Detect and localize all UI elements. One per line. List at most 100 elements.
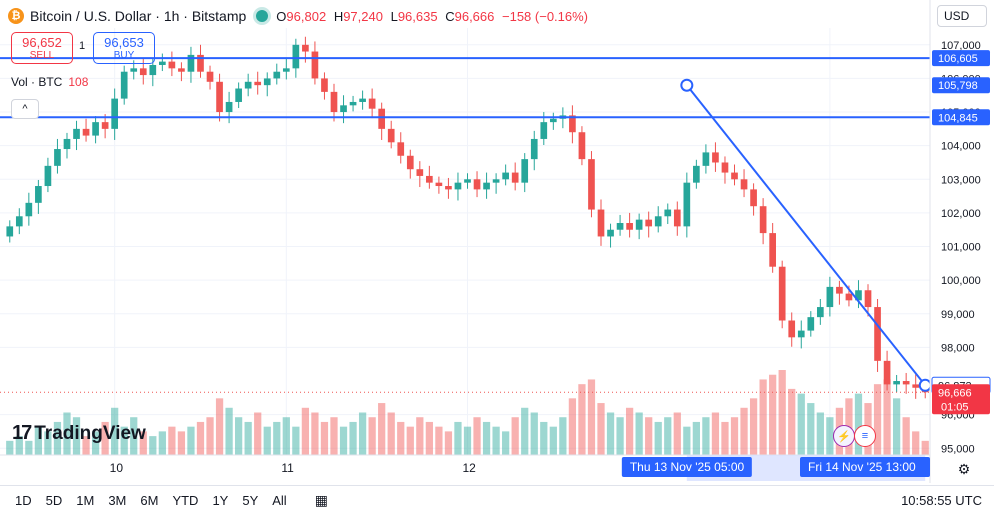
event-icon[interactable]: ⚡ bbox=[833, 425, 855, 447]
volume-bar bbox=[511, 417, 519, 455]
range-1d[interactable]: 1D bbox=[15, 493, 32, 508]
volume-bar bbox=[339, 426, 348, 455]
collapse-legend-button[interactable]: ^ bbox=[11, 99, 39, 119]
volume-bar bbox=[568, 398, 577, 455]
volume-bar bbox=[854, 393, 863, 455]
tradingview-mark-icon: 17 bbox=[12, 422, 32, 444]
change-value: −158 (−0.16%) bbox=[502, 8, 589, 24]
sell-button[interactable]: 96,652 SELL bbox=[11, 32, 73, 64]
candle-body bbox=[740, 179, 748, 190]
volume-bar bbox=[368, 417, 376, 455]
volume-bar bbox=[168, 426, 176, 455]
candle-body bbox=[816, 307, 824, 318]
volume-bar bbox=[711, 412, 720, 455]
range-1m[interactable]: 1M bbox=[76, 493, 95, 508]
market-open-icon bbox=[256, 10, 269, 22]
range-6m[interactable]: 6M bbox=[140, 493, 159, 508]
candle-body bbox=[149, 64, 157, 76]
bottom-toolbar: 1D 5D 1M 3M 6M YTD 1Y 5Y All ▦ 10:58:55 UTC bbox=[0, 485, 994, 515]
volume-bar bbox=[282, 417, 290, 455]
candle-body bbox=[273, 71, 281, 79]
volume-bar bbox=[912, 431, 920, 455]
range-5y[interactable]: 5Y bbox=[242, 493, 259, 508]
volume-legend: Vol · BTC 108 bbox=[11, 75, 88, 89]
candle-body bbox=[25, 202, 33, 217]
candle-body bbox=[321, 78, 328, 92]
trend-line bbox=[686, 84, 927, 386]
candle-body bbox=[912, 384, 920, 388]
price-marker-bg bbox=[932, 77, 990, 94]
candle-body bbox=[206, 71, 214, 82]
us-flag-icon[interactable]: ≡ bbox=[854, 425, 876, 447]
calendar-icon[interactable]: ▦ bbox=[314, 492, 328, 508]
candle-body bbox=[35, 186, 42, 203]
candle-body bbox=[597, 209, 605, 237]
candle-body bbox=[178, 68, 185, 72]
candle-body bbox=[511, 172, 519, 183]
price-marker-label: 96,666 bbox=[938, 387, 972, 399]
candle-body bbox=[492, 179, 500, 183]
range-5d[interactable]: 5D bbox=[45, 493, 63, 508]
candle-body bbox=[673, 209, 681, 227]
price-tick-label: 98,000 bbox=[941, 342, 975, 354]
candle-body bbox=[292, 44, 300, 69]
candle-body bbox=[216, 81, 223, 113]
volume-bar bbox=[749, 398, 758, 455]
range-1y[interactable]: 1Y bbox=[212, 493, 229, 508]
quantity-value[interactable]: 1 bbox=[79, 40, 86, 52]
volume-bar bbox=[387, 412, 395, 455]
ohlc-readout: O96,802 H97,240 L96,635 C96,666 −158 (−0… bbox=[276, 9, 588, 24]
volume-bar bbox=[330, 417, 338, 455]
range-3m[interactable]: 3M bbox=[108, 493, 127, 508]
volume-bar bbox=[654, 421, 662, 455]
candle-body bbox=[330, 91, 338, 113]
crosshair-time-label: Fri 14 Nov '25 13:00 bbox=[808, 460, 916, 474]
candle-body bbox=[826, 286, 834, 308]
candle-body bbox=[874, 307, 881, 361]
open-value: 96,802 bbox=[286, 8, 327, 24]
buy-button[interactable]: 96,653 BUY bbox=[93, 32, 155, 64]
volume-bar bbox=[34, 426, 42, 455]
candle-body bbox=[788, 320, 796, 338]
volume-bar bbox=[263, 426, 271, 455]
candle-body bbox=[120, 71, 128, 99]
tradingview-wordmark: TradingView bbox=[34, 422, 146, 444]
range-ytd[interactable]: YTD bbox=[172, 493, 199, 508]
candle-body bbox=[721, 162, 729, 173]
candle-body bbox=[416, 169, 424, 176]
candle-body bbox=[654, 216, 662, 227]
volume-bar bbox=[769, 374, 777, 455]
volume-bar bbox=[721, 421, 729, 455]
volume-bar bbox=[416, 417, 424, 455]
candle-body bbox=[349, 101, 357, 106]
symbol-title[interactable]: Bitcoin / U.S. Dollar · 1h · Bitstamp bbox=[30, 8, 247, 24]
candle-body bbox=[712, 152, 719, 163]
volume-bar bbox=[444, 431, 453, 455]
utc-clock[interactable]: 10:58:55 UTC bbox=[901, 493, 982, 508]
candle-body bbox=[282, 68, 290, 72]
candle-body bbox=[101, 122, 109, 129]
candle-body bbox=[578, 132, 586, 160]
candle-body bbox=[759, 206, 767, 234]
candle-body bbox=[616, 223, 624, 230]
candle-body bbox=[464, 179, 471, 183]
volume-bar bbox=[540, 421, 548, 455]
candle-body bbox=[845, 293, 853, 301]
volume-bar bbox=[826, 417, 834, 455]
candle-body bbox=[63, 138, 71, 150]
range-all[interactable]: All bbox=[272, 493, 287, 508]
volume-bar bbox=[320, 421, 329, 455]
volume-bar bbox=[311, 412, 319, 455]
volume-bar bbox=[482, 421, 491, 455]
candle-body bbox=[569, 115, 576, 133]
currency-select[interactable]: USD bbox=[937, 5, 987, 27]
volume-bar bbox=[559, 417, 567, 455]
volume-bar bbox=[91, 431, 100, 455]
candle-body bbox=[864, 290, 872, 308]
settings-gear-icon[interactable]: ⚙ bbox=[957, 460, 971, 477]
candle-body bbox=[15, 216, 23, 227]
volume-bar bbox=[730, 417, 739, 455]
high-label: H bbox=[333, 8, 344, 24]
time-tick-label: 12 bbox=[463, 461, 477, 475]
